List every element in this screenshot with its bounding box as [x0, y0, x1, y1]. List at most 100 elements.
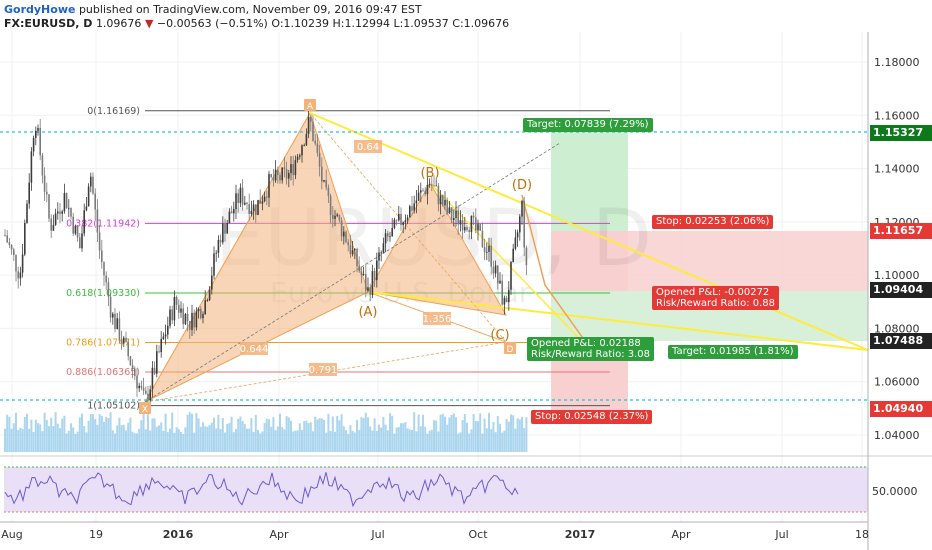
- volume-bar-82: [184, 427, 187, 452]
- volume-bar-190: [422, 414, 424, 452]
- volume-bar-45: [103, 421, 105, 452]
- candle-body-44: [101, 250, 103, 263]
- x-tick-label-0: Aug: [1, 528, 22, 541]
- volume-bar-208: [461, 420, 464, 452]
- candle-body-147: [327, 187, 330, 196]
- candle-body-113: [252, 204, 255, 211]
- candle-body-63: [142, 387, 145, 391]
- long-target-label: Target: 0.01985 (1.81%): [668, 345, 798, 359]
- candle-body-186: [413, 203, 415, 211]
- volume-bar-27: [63, 415, 66, 452]
- candle-body-136: [303, 145, 305, 147]
- volume-bar-136: [303, 421, 306, 452]
- candle-body-29: [68, 207, 70, 209]
- candle-body-225: [499, 280, 501, 284]
- candle-body-0: [4, 235, 6, 236]
- volume-bar-204: [452, 413, 455, 452]
- candle-body-195: [433, 185, 435, 187]
- symbol-name[interactable]: FX:EURUSD, D: [4, 17, 93, 30]
- candle-body-140: [312, 121, 314, 141]
- x-tick-label-4: Jul: [370, 528, 384, 541]
- candle-body-18: [43, 175, 46, 192]
- volume-bar-150: [334, 431, 336, 452]
- volume-bar-21: [50, 417, 53, 452]
- candle-body-179: [398, 213, 400, 221]
- volume-bar-38: [87, 420, 90, 452]
- long-pnl-label: Opened P&L: 0.02188: [531, 338, 641, 349]
- volume-bar-141: [314, 416, 317, 452]
- volume-bar-155: [345, 430, 347, 452]
- short-stop-label: Stop: 0.02253 (2.06%): [652, 215, 774, 229]
- volume-bar-62: [140, 420, 143, 452]
- candle-body-34: [79, 237, 81, 249]
- volume-bar-101: [226, 424, 229, 452]
- volume-bar-189: [419, 426, 422, 452]
- ratio-label-1: 0.644: [240, 344, 269, 355]
- symbol-bar: FX:EURUSD, D 1.09676 ▼ −0.00563 (−0.51%)…: [4, 17, 509, 30]
- candle-body-80: [180, 308, 182, 313]
- candle-body-220: [488, 245, 490, 252]
- candle-body-89: [200, 308, 202, 319]
- volume-bar-33: [76, 431, 79, 452]
- volume-bar-72: [162, 430, 165, 452]
- candle-body-51: [116, 318, 118, 330]
- candle-body-37: [85, 206, 88, 211]
- volume-bar-107: [239, 416, 242, 452]
- y-tick-label-0: 1.18000: [874, 56, 920, 69]
- volume-bar-42: [96, 424, 99, 452]
- candle-body-106: [237, 193, 239, 204]
- candle-body-203: [450, 207, 453, 221]
- candle-body-16: [39, 127, 41, 156]
- candle-body-92: [206, 300, 209, 301]
- volume-bar-144: [320, 418, 323, 452]
- volume-bars: [4, 412, 528, 452]
- candle-body-204: [453, 218, 455, 221]
- volume-bar-233: [516, 418, 519, 452]
- point-label-2: (A): [358, 305, 377, 320]
- x-tick-label-5: Oct: [468, 528, 488, 541]
- long-pnl-box: Opened P&L: 0.02188 Risk/Reward Ratio: 3…: [527, 337, 655, 361]
- candle-body-178: [395, 219, 398, 221]
- volume-bar-129: [287, 417, 290, 452]
- volume-bar-149: [331, 416, 334, 452]
- ratio-label-3: 0.791: [309, 365, 338, 376]
- candle-body-130: [290, 164, 292, 174]
- candle-body-20: [48, 194, 50, 219]
- volume-bar-167: [371, 430, 374, 452]
- volume-bar-79: [177, 429, 180, 452]
- price-box-entry: 1.07488: [870, 333, 932, 349]
- volume-bar-201: [446, 424, 449, 452]
- candle-body-70: [158, 351, 160, 353]
- long-rr-label: Risk/Reward Ratio: 3.08: [531, 349, 651, 360]
- volume-bar-135: [301, 430, 303, 452]
- candle-body-3: [10, 244, 13, 250]
- volume-bar-168: [373, 418, 376, 452]
- candle-body-205: [455, 210, 457, 219]
- candle-body-69: [156, 351, 158, 374]
- volume-bar-138: [307, 422, 310, 452]
- volume-bar-185: [411, 430, 413, 452]
- volume-bar-187: [415, 431, 418, 452]
- volume-bar-103: [230, 416, 233, 452]
- volume-bar-97: [217, 414, 220, 452]
- author-link[interactable]: GordyHowe: [4, 3, 76, 16]
- volume-bar-34: [78, 417, 81, 452]
- candle-body-166: [369, 287, 371, 296]
- volume-bar-10: [26, 413, 28, 452]
- candle-body-41: [94, 193, 96, 210]
- candle-body-28: [65, 193, 68, 208]
- short-stop-zone: [551, 231, 628, 291]
- volume-bar-16: [39, 424, 42, 452]
- pattern-labels: X A (A) (B) (C) (D) D: [139, 99, 532, 415]
- short-pnl-box: Opened P&L: -0.00272 Risk/Reward Ratio: …: [652, 286, 780, 310]
- volume-bar-181: [402, 423, 405, 452]
- volume-bar-41: [94, 419, 97, 452]
- candle-body-184: [409, 206, 411, 218]
- volume-bar-223: [494, 432, 497, 452]
- volume-bar-13: [32, 432, 35, 452]
- candle-body-13: [32, 137, 35, 152]
- volume-bar-164: [364, 412, 367, 452]
- y-tick-label-1: 1.16000: [874, 109, 920, 122]
- volume-bar-89: [199, 426, 202, 452]
